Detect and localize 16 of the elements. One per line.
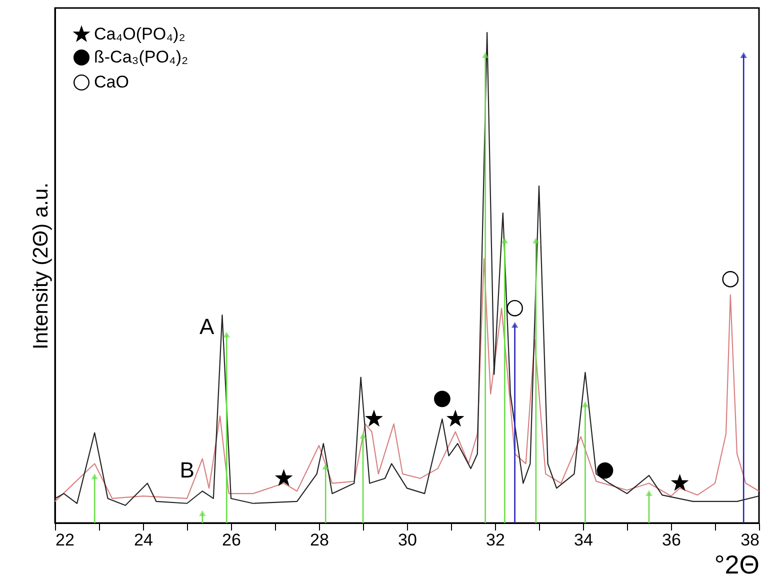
x-tick-label: 38 (740, 530, 760, 550)
legend-label: Ca₄O(PO₄)₂ (94, 24, 186, 44)
x-tick-label: 32 (486, 530, 505, 550)
x-tick-label: 28 (310, 530, 329, 550)
legend-label: CaO (94, 72, 129, 92)
annotation: B (180, 458, 194, 483)
x-tick-label: 36 (662, 530, 681, 550)
y-axis-title: Intensity (2Θ) a.u. (30, 182, 52, 350)
x-axis-title: °2Θ (714, 550, 760, 580)
x-tick-label: 26 (222, 530, 241, 550)
x-tick-label: 24 (134, 530, 153, 550)
x-tick-label: 30 (398, 530, 417, 550)
x-tick-label: 34 (574, 530, 593, 550)
x-tick-label: 22 (56, 530, 74, 550)
legend-label: ß-Ca₃(PO₄)₂ (94, 48, 188, 66)
annotation: A (200, 314, 215, 340)
